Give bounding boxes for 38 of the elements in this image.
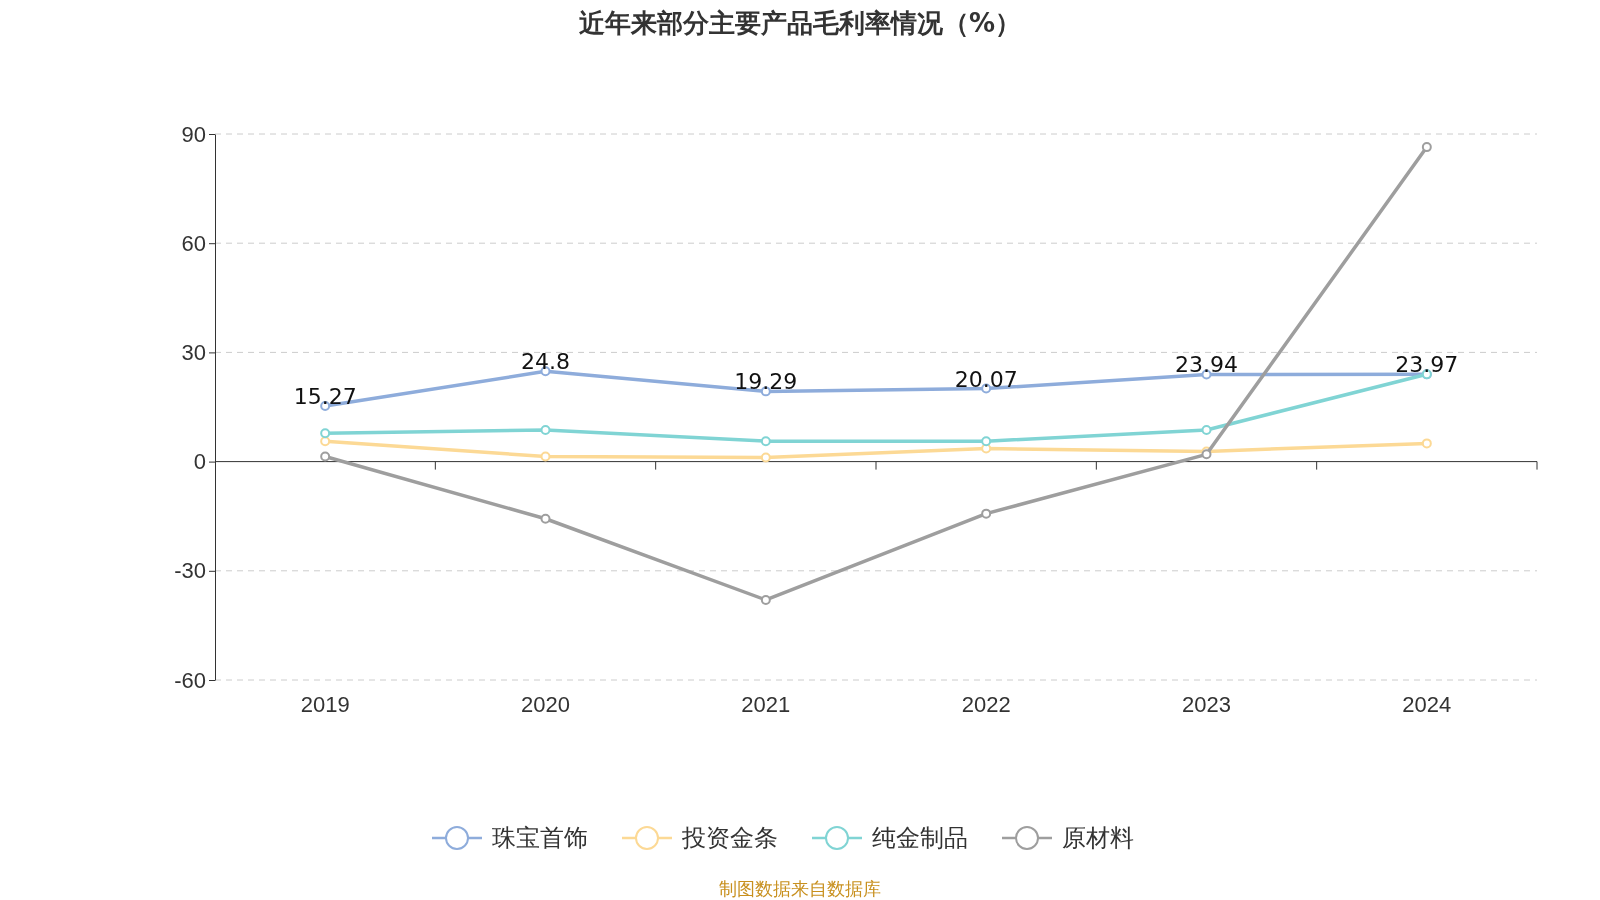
- x-tick-label: 2022: [961, 691, 1011, 717]
- point: [540, 424, 551, 435]
- data-label: 23.97: [1395, 352, 1459, 378]
- y-tick-label: -60: [174, 667, 206, 693]
- point: [760, 436, 771, 447]
- legend-label: 投资金条: [681, 824, 778, 852]
- point: [981, 508, 992, 519]
- y-tick-label: 30: [181, 339, 206, 365]
- data-label: 15.27: [293, 384, 357, 410]
- point: [540, 513, 551, 524]
- legend-label: 纯金制品: [872, 824, 968, 852]
- data-label: 20.07: [954, 366, 1018, 392]
- legend-label: 原材料: [1062, 824, 1134, 852]
- point: [760, 594, 771, 605]
- y-tick-label: 0: [193, 449, 206, 475]
- data-label: 19.29: [734, 369, 798, 395]
- point: [1421, 438, 1432, 449]
- legend-label: 珠宝首饰: [492, 824, 588, 852]
- text: 制图数据来自数据库: [719, 878, 881, 899]
- point: [320, 428, 331, 439]
- x-tick-label: 2021: [741, 691, 791, 717]
- point: [320, 436, 331, 447]
- x-tick-label: 2019: [300, 691, 350, 717]
- point: [540, 451, 551, 462]
- y-tick-label: -30: [174, 558, 206, 584]
- point: [981, 436, 992, 447]
- chart-title: 近年来部分主要产品毛利率情况（%）: [578, 8, 1022, 38]
- data-label: 24.8: [521, 349, 570, 375]
- data-label: 23.94: [1175, 352, 1238, 378]
- y-tick-label: 90: [181, 121, 206, 147]
- point: [320, 451, 331, 462]
- x-tick-label: 2020: [521, 691, 570, 717]
- point: [1421, 142, 1432, 153]
- x-tick-label: 2024: [1402, 691, 1452, 717]
- y-tick-label: 60: [181, 230, 206, 256]
- point: [760, 452, 771, 463]
- x-tick-label: 2023: [1182, 691, 1231, 717]
- point: [1201, 424, 1212, 435]
